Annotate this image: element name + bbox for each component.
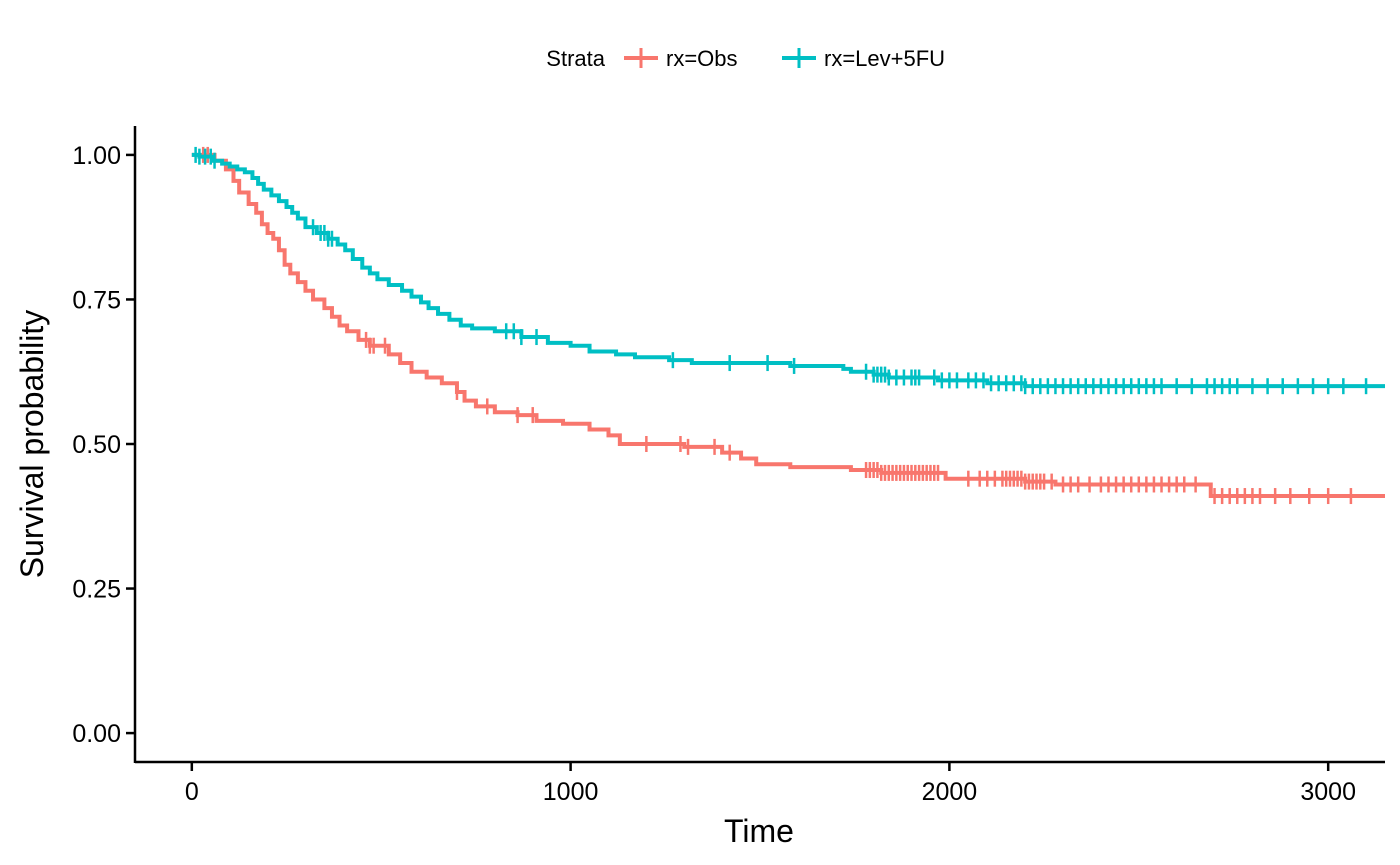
y-tick-label: 0.75 — [72, 286, 121, 314]
series-layer — [191, 146, 1385, 505]
legend-item-lev5fu: rx=Lev+5FU — [782, 46, 945, 71]
y-ticks: 0.00 0.25 0.50 0.75 1.00 — [72, 142, 135, 748]
y-tick-label: 0.50 — [72, 431, 121, 459]
legend-title: Strata — [546, 46, 605, 71]
legend-label-obs: rx=Obs — [666, 46, 738, 71]
y-tick-label: 0.00 — [72, 720, 121, 748]
y-axis-label: Survival probability — [14, 310, 50, 579]
x-tick-label: 3000 — [1300, 778, 1356, 806]
y-tick-label: 0.25 — [72, 576, 121, 604]
legend-item-obs: rx=Obs — [624, 46, 738, 71]
survival-curve-obs — [191, 152, 1385, 499]
x-axis-label: Time — [724, 813, 794, 849]
legend-label-lev5fu: rx=Lev+5FU — [824, 46, 945, 71]
y-tick-label: 1.00 — [72, 142, 121, 170]
plot-area: 0 1000 2000 3000 0.00 0.25 0.50 0.75 1.00 — [72, 126, 1385, 806]
series-lev5fu — [191, 146, 1385, 395]
x-tick-label: 2000 — [922, 778, 978, 806]
legend: Strata rx=Obs rx=Lev+5FU — [546, 46, 945, 71]
series-obs — [191, 146, 1385, 505]
x-ticks: 0 1000 2000 3000 — [185, 762, 1356, 806]
survival-curve-lev5fu — [191, 152, 1385, 389]
x-tick-label: 1000 — [543, 778, 599, 806]
x-tick-label: 0 — [185, 778, 199, 806]
